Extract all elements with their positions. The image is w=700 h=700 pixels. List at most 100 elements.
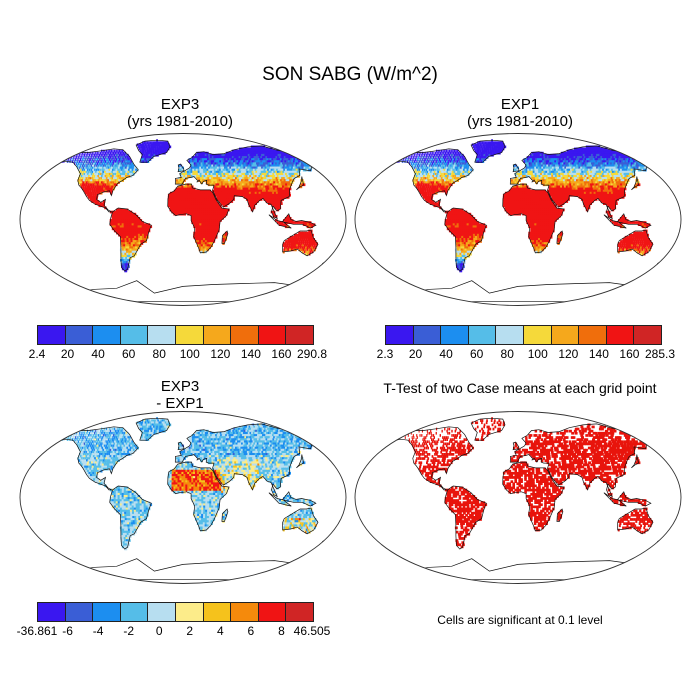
- grid-cell: [195, 212, 198, 216]
- grid-cell: [224, 233, 228, 237]
- grid-cell: [219, 187, 223, 191]
- grid-cell: [465, 166, 468, 170]
- grid-cell: [102, 202, 105, 205]
- grid-cell: [542, 177, 545, 180]
- grid-cell: [610, 177, 614, 180]
- grid-cell: [460, 160, 462, 163]
- grid-cell: [597, 175, 601, 178]
- grid-cell: [257, 166, 261, 170]
- grid-cell: [94, 202, 98, 205]
- grid-cell: [113, 151, 115, 155]
- grid-cell: [126, 162, 128, 166]
- grid-cell: [116, 208, 119, 212]
- grid-cell: [187, 212, 190, 216]
- grid-cell: [273, 198, 277, 201]
- grid-cell: [277, 221, 280, 224]
- grid-cell: [585, 151, 589, 155]
- grid-cell: [116, 166, 118, 170]
- grid-cell: [313, 242, 316, 245]
- grid-cell: [274, 160, 278, 163]
- grid-cell: [225, 172, 228, 176]
- grid-cell: [286, 242, 289, 245]
- grid-cell: [427, 156, 430, 159]
- grid-cell: [595, 177, 599, 180]
- grid-cell: [209, 164, 213, 168]
- grid-cell: [94, 153, 96, 157]
- grid-cell: [126, 168, 129, 172]
- grid-cell: [261, 185, 265, 189]
- grid-cell: [599, 166, 603, 170]
- grid-cell: [297, 151, 302, 155]
- grid-cell: [183, 210, 186, 214]
- grid-cell: [442, 172, 444, 176]
- grid-cell: [419, 175, 422, 178]
- grid-cell: [212, 238, 216, 241]
- grid-cell: [90, 191, 93, 195]
- grid-cell: [416, 177, 419, 180]
- grid-cell: [594, 153, 598, 157]
- grid-cell: [223, 156, 227, 159]
- grid-cell: [142, 158, 145, 161]
- grid-cell: [253, 145, 258, 149]
- grid-cell: [257, 179, 261, 182]
- grid-cell: [113, 221, 117, 224]
- grid-cell: [222, 193, 225, 197]
- grid-cell: [611, 168, 615, 172]
- grid-cell: [550, 181, 553, 184]
- grid-cell: [260, 175, 264, 178]
- grid-cell: [200, 179, 203, 182]
- grid-cell: [645, 153, 650, 157]
- grid-cell: [448, 156, 450, 159]
- grid-cell: [611, 170, 616, 174]
- grid-cell: [422, 153, 424, 157]
- grid-cell: [265, 187, 269, 191]
- grid-cell: [254, 162, 258, 166]
- grid-cell: [222, 202, 226, 205]
- grid-cell: [113, 219, 117, 222]
- grid-cell: [274, 175, 279, 178]
- grid-cell: [93, 162, 95, 166]
- grid-cell: [123, 217, 127, 220]
- grid-cell: [177, 202, 181, 205]
- grid-cell: [219, 210, 222, 214]
- grid-cell: [310, 240, 313, 243]
- grid-cell: [87, 166, 90, 170]
- grid-cell: [210, 191, 213, 195]
- grid-cell: [192, 166, 195, 170]
- grid-cell: [233, 162, 237, 166]
- grid-cell: [181, 196, 184, 199]
- grid-cell: [140, 145, 143, 149]
- grid-cell: [529, 168, 532, 172]
- grid-cell: [187, 187, 190, 191]
- grid-cell: [143, 229, 147, 233]
- grid-cell: [135, 225, 139, 229]
- grid-cell: [83, 177, 86, 180]
- grid-cell: [295, 244, 298, 247]
- grid-cell: [258, 191, 262, 195]
- grid-cell: [618, 179, 622, 182]
- grid-cell: [85, 151, 87, 155]
- grid-cell: [581, 164, 585, 168]
- grid-cell: [177, 189, 181, 193]
- grid-cell: [254, 166, 258, 170]
- grid-cell: [619, 166, 623, 170]
- grid-cell: [199, 177, 203, 180]
- grid-cell: [483, 147, 485, 151]
- grid-cell: [212, 200, 216, 203]
- grid-cell: [211, 214, 214, 218]
- grid-cell: [457, 162, 460, 166]
- grid-cell: [582, 181, 585, 184]
- grid-cell: [210, 170, 213, 174]
- exp3-colorbar: [37, 325, 314, 345]
- grid-cell: [97, 164, 100, 168]
- grid-cell: [129, 210, 133, 214]
- grid-cell: [485, 143, 488, 147]
- grid-cell: [137, 231, 141, 235]
- grid-cell: [187, 200, 190, 203]
- grid-cell: [278, 181, 282, 184]
- grid-cell: [144, 149, 147, 153]
- grid-cell: [596, 179, 600, 182]
- grid-cell: [472, 145, 475, 149]
- grid-cell: [445, 168, 447, 172]
- grid-cell: [209, 177, 212, 180]
